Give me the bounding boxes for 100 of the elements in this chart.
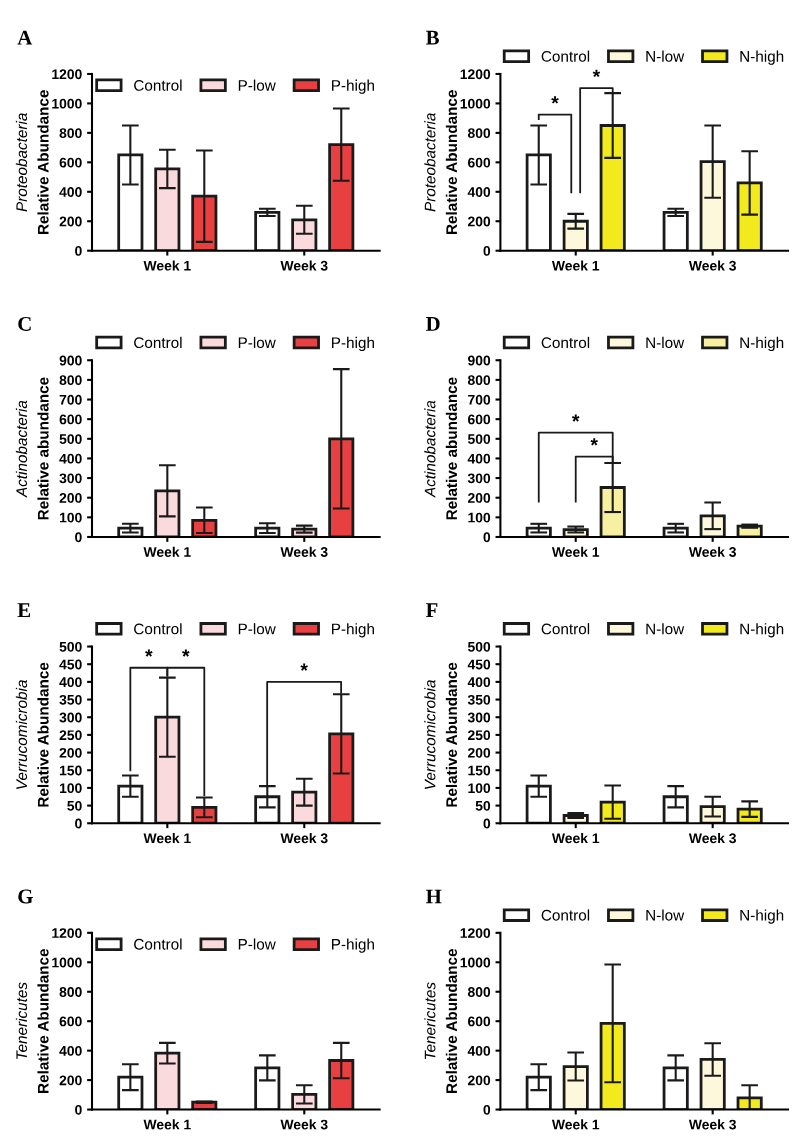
y-tick-label: 400 <box>59 677 82 688</box>
y-tick-label: 450 <box>467 659 491 670</box>
annotation: * <box>590 438 598 446</box>
legend-label: N-high <box>740 623 784 638</box>
annotation: * <box>145 649 153 657</box>
y-tick-label: 100 <box>468 783 491 794</box>
y-tick-label: 150 <box>468 765 491 776</box>
y-tick-label: 1200 <box>52 69 82 80</box>
y-tick-label: 400 <box>467 677 491 688</box>
y-tick-label: 200 <box>59 216 82 227</box>
x-tick-label: Week 3 <box>280 260 328 271</box>
y-tick-label: 400 <box>467 453 491 464</box>
legend-label: P-high <box>332 336 374 352</box>
y-tick-label: 300 <box>59 712 82 723</box>
y-tick-label: 700 <box>59 394 82 405</box>
legend-label: N-low <box>646 909 685 921</box>
legend-label: P-low <box>238 623 276 635</box>
annotation: * <box>300 663 308 671</box>
y-tick-label: 50 <box>67 800 82 811</box>
x-tick-label: Week 1 <box>143 1119 191 1130</box>
y-tick-label: 300 <box>59 473 82 484</box>
y-axis-title: Verrucomicrobia Relative Abundance <box>15 662 49 807</box>
y-tick-label: 600 <box>59 414 82 425</box>
annotation: * <box>551 96 559 104</box>
legend-label: Control <box>541 909 590 921</box>
y-axis-title: Tenericutes Relative Abundance <box>15 948 49 1093</box>
y-tick-label: 500 <box>467 434 491 444</box>
legend-label: N-low <box>646 50 685 62</box>
y-tick-label: 0 <box>483 1104 491 1115</box>
annotation: * <box>182 649 190 657</box>
y-tick-label: 200 <box>59 1075 82 1086</box>
y-tick-label: 900 <box>59 355 82 366</box>
y-tick-label: 0 <box>75 818 82 829</box>
y-tick-label: 0 <box>75 246 82 256</box>
y-axis-title: Actinobacteria Relative abundance <box>424 377 458 520</box>
x-tick-label: Week 3 <box>688 832 736 844</box>
y-tick-label: 0 <box>483 818 491 829</box>
y-tick-label: 800 <box>467 987 491 997</box>
y-tick-label: 800 <box>59 987 82 997</box>
y-tick-label: 500 <box>59 641 82 652</box>
y-axis-title: Tenericutes Relative Abundance <box>424 948 458 1093</box>
y-tick-label: 1000 <box>52 98 82 109</box>
legend-label: Control <box>541 50 590 62</box>
y-axis-title: Proteobacteria Relative Abundance <box>15 90 49 235</box>
y-tick-label: 350 <box>467 694 491 705</box>
y-tick-label: 800 <box>467 128 491 139</box>
y-tick-label: 450 <box>59 659 82 670</box>
y-tick-label: 200 <box>467 493 491 503</box>
chart-title: F <box>425 603 438 617</box>
y-tick-label: 500 <box>59 434 82 444</box>
y-tick-label: 600 <box>59 157 82 168</box>
y-tick-label: 350 <box>59 694 82 705</box>
y-tick-label: 400 <box>467 187 491 197</box>
legend-label: P-high <box>332 623 374 638</box>
legend-label: N-high <box>740 50 784 65</box>
x-tick-label: Week 3 <box>280 832 328 844</box>
x-tick-label: Week 3 <box>688 1119 736 1130</box>
annotation: * <box>592 69 601 78</box>
y-tick-label: 250 <box>59 730 82 741</box>
y-tick-label: 200 <box>467 747 491 758</box>
y-tick-label: 800 <box>467 375 491 386</box>
chart-title: D <box>425 317 440 331</box>
legend-label: P-high <box>332 938 374 953</box>
y-tick-label: 300 <box>467 712 491 723</box>
x-tick-label: Week 1 <box>551 260 600 271</box>
legend-label: N-high <box>740 336 784 352</box>
legend-label: N-low <box>646 623 685 635</box>
y-tick-label: 200 <box>59 747 82 758</box>
chart-title: B <box>425 30 439 45</box>
x-tick-label: Week 1 <box>551 832 600 844</box>
x-tick-label: Week 3 <box>280 546 328 557</box>
y-tick-label: 200 <box>59 493 82 503</box>
y-tick-label: 0 <box>483 246 491 256</box>
x-tick-label: Week 1 <box>551 546 600 557</box>
y-tick-label: 900 <box>467 355 491 366</box>
chart-title: G <box>18 889 33 904</box>
y-tick-label: 400 <box>467 1045 491 1056</box>
y-tick-label: 50 <box>475 800 491 811</box>
legend-label: Control <box>541 623 590 635</box>
legend-label: N-high <box>740 909 784 924</box>
x-tick-label: Week 1 <box>143 260 191 271</box>
y-tick-label: 1000 <box>460 98 491 109</box>
y-axis-title: Verrucomicrobia Relative Abundance <box>424 662 458 807</box>
y-tick-label: 600 <box>468 157 491 168</box>
y-tick-label: 100 <box>59 512 82 523</box>
chart-title: E <box>17 603 31 617</box>
y-tick-label: 400 <box>59 1045 82 1056</box>
y-tick-label: 0 <box>75 1104 82 1115</box>
legend-label: Control <box>134 623 182 635</box>
chart-title: H <box>425 889 442 904</box>
legend-label: Control <box>134 79 182 91</box>
y-tick-label: 100 <box>468 512 491 523</box>
y-tick-label: 800 <box>59 128 82 139</box>
y-tick-label: 1200 <box>460 928 491 938</box>
y-tick-label: 700 <box>468 394 491 405</box>
y-tick-label: 1200 <box>460 69 491 80</box>
legend-label: Control <box>541 336 590 349</box>
x-tick-label: Week 1 <box>143 546 191 557</box>
y-tick-label: 0 <box>75 532 82 543</box>
chart-title: A <box>17 30 33 45</box>
